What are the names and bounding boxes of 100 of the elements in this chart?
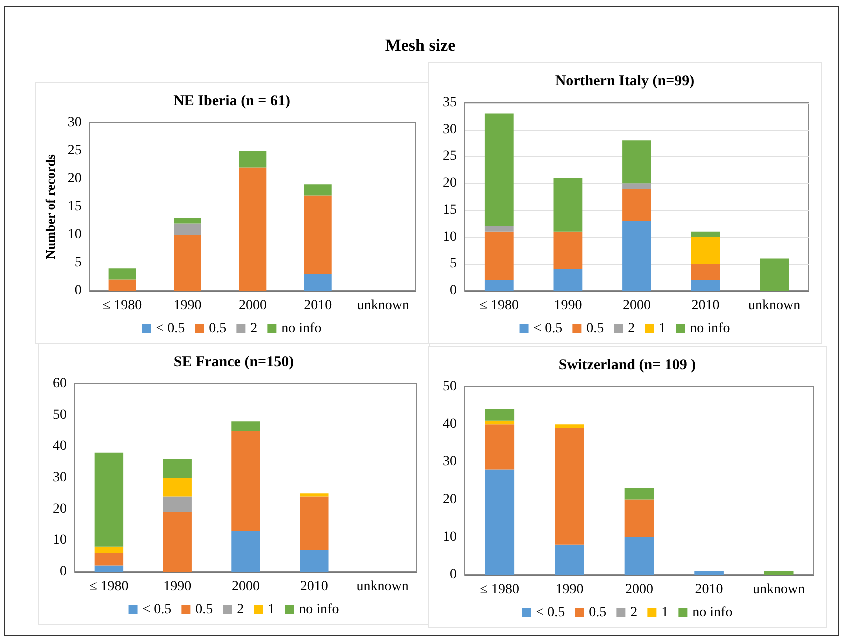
y-tick-label: 5	[74, 256, 82, 270]
bar	[300, 496, 329, 550]
x-tick-label: 2000	[238, 298, 267, 314]
bar	[163, 459, 192, 478]
bar	[622, 188, 652, 222]
bar	[485, 420, 515, 425]
bar	[174, 224, 202, 235]
bar	[174, 235, 202, 291]
legend-label: 2	[628, 322, 636, 336]
bar	[300, 494, 329, 497]
bar	[622, 184, 652, 189]
bar	[232, 422, 260, 431]
legend-label: no info	[299, 602, 340, 618]
x-tick-label: ≤ 1980	[480, 582, 520, 598]
bar	[163, 478, 192, 497]
bar	[484, 232, 514, 280]
x-tick-label: unknown	[748, 298, 801, 314]
legend-label: < 0.5	[156, 322, 186, 336]
x-tick-label: 2000	[623, 298, 651, 314]
y-tick-label: 35	[443, 96, 457, 110]
legend-label: 0.5	[209, 322, 227, 336]
x-tick-label: 2010	[300, 580, 328, 594]
bar	[555, 544, 584, 575]
y-tick-label: 30	[68, 116, 82, 130]
bar	[163, 496, 192, 512]
bar	[764, 571, 794, 575]
y-tick-label: 20	[443, 176, 457, 192]
bar	[691, 232, 720, 238]
legend-label: 1	[268, 602, 276, 618]
bar	[94, 553, 124, 566]
bar	[232, 431, 260, 532]
y-tick-label: 5	[450, 256, 457, 272]
x-tick-label: 2000	[232, 580, 260, 594]
x-tick-label: unknown	[356, 580, 409, 594]
y-tick-label: 25	[443, 149, 457, 164]
bar	[304, 184, 332, 196]
y-tick-label: 10	[443, 530, 457, 545]
legend-label: 1	[662, 606, 669, 620]
bar	[691, 237, 720, 264]
bar	[163, 512, 192, 572]
y-tick-label: 10	[443, 230, 457, 245]
y-tick-label: 10	[53, 533, 67, 548]
bar	[691, 280, 720, 291]
y-tick-label: 0	[450, 568, 457, 582]
legend-label: no info	[692, 606, 733, 620]
bar	[485, 424, 515, 470]
legend-label: < 0.5	[536, 606, 566, 620]
x-tick-label: ≤ 1980	[102, 298, 142, 314]
chart-title: Switzerland (n= 109 )	[558, 358, 696, 374]
chart-title: NE Iberia (n = 61)	[174, 94, 290, 110]
y-tick-label: 30	[443, 454, 457, 470]
y-tick-label: 40	[53, 439, 67, 454]
y-tick-label: 50	[53, 408, 67, 423]
legend-label: 2	[630, 606, 638, 620]
bar	[624, 537, 654, 575]
bar	[232, 531, 260, 572]
y-tick-label: 10	[68, 228, 82, 242]
y-tick-label: 15	[68, 200, 82, 214]
y-tick-label: 0	[450, 284, 457, 298]
y-tick-label: 15	[443, 202, 457, 218]
x-tick-label: unknown	[753, 582, 806, 598]
chart-title: SE France (n=150)	[174, 354, 294, 370]
legend-label: 2	[250, 322, 258, 336]
x-tick-label: 1990	[554, 298, 582, 314]
bar	[94, 566, 124, 572]
bar	[304, 274, 332, 291]
bar	[300, 550, 329, 572]
y-tick-label: 30	[443, 122, 457, 138]
bar	[108, 268, 136, 280]
y-tick-label: 50	[443, 380, 457, 394]
bar	[554, 270, 583, 291]
text: Mesh size	[384, 36, 457, 56]
bar	[94, 546, 124, 554]
y-tick-label: 60	[53, 376, 67, 392]
bar	[691, 264, 720, 280]
legend-label: no info	[690, 322, 730, 336]
y-axis-title: Number of records	[43, 154, 58, 260]
bar	[485, 470, 515, 575]
legend-label: < 0.5	[142, 602, 172, 618]
y-tick-label: 25	[68, 144, 82, 158]
bar	[94, 452, 124, 547]
x-tick-label: ≤ 1980	[480, 298, 519, 314]
bar	[484, 280, 514, 291]
bar	[554, 232, 583, 270]
bar	[304, 196, 332, 274]
bar	[554, 178, 583, 232]
bar	[624, 488, 654, 500]
x-tick-label: 2000	[626, 582, 654, 598]
bar	[622, 221, 652, 291]
y-tick-label: 20	[68, 172, 82, 186]
legend-label: 0.5	[196, 602, 214, 618]
x-tick-label: 2010	[304, 298, 332, 314]
x-tick-label: ≤ 1980	[90, 580, 129, 594]
bar	[485, 410, 515, 421]
bar	[174, 218, 202, 224]
legend-label: 1	[659, 322, 666, 336]
legend-label: < 0.5	[534, 322, 563, 336]
bar	[694, 571, 724, 575]
chart-title: Northern Italy (n=99)	[555, 74, 695, 90]
x-tick-label: 2010	[692, 298, 720, 314]
